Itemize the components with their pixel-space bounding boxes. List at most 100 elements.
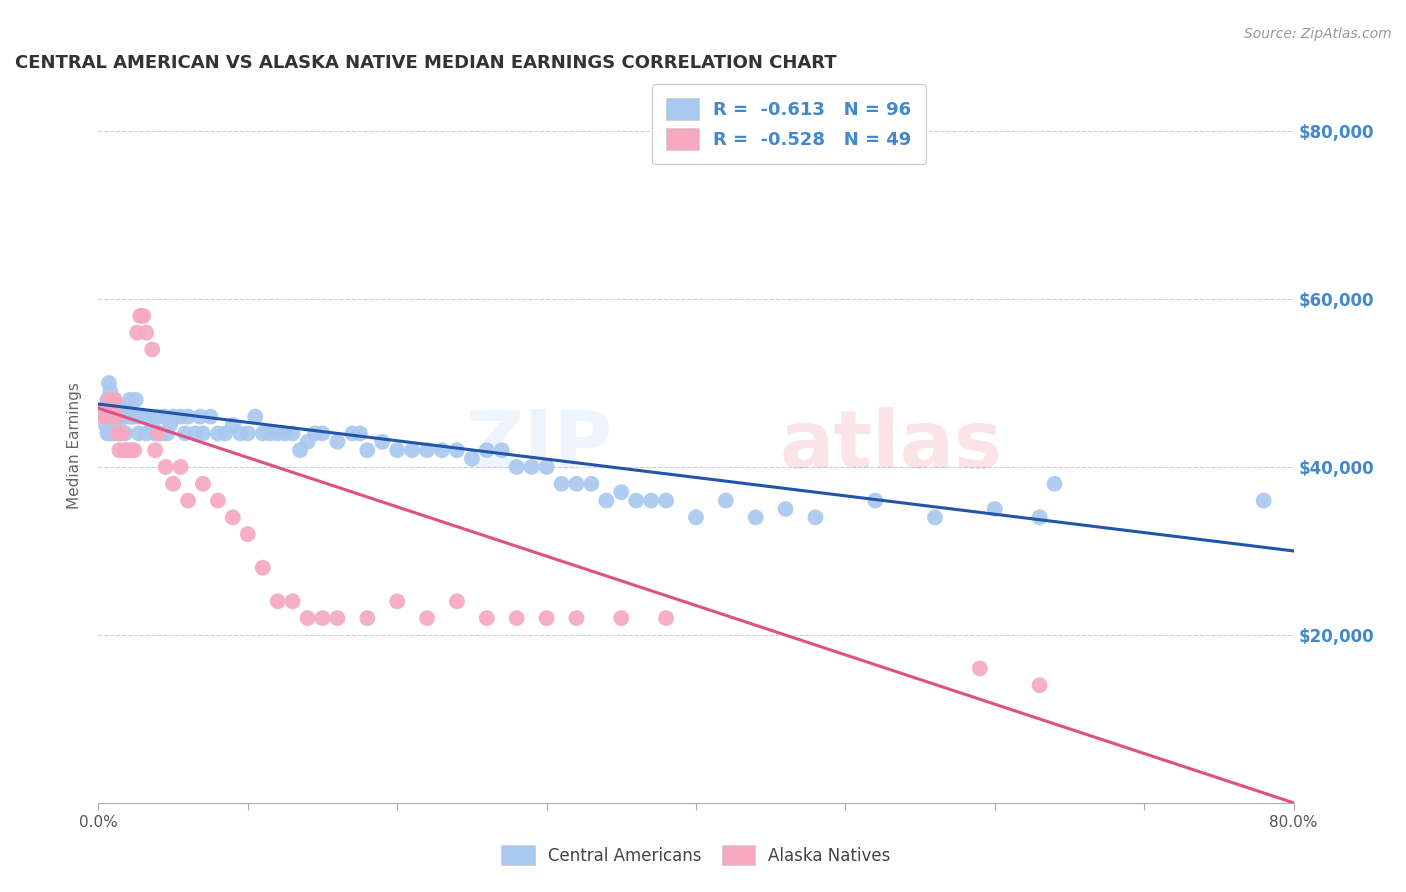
Point <box>94 401 117 416</box>
Point <box>775 502 797 516</box>
Point <box>96 409 118 424</box>
Point <box>162 476 184 491</box>
Point <box>97 392 120 407</box>
Point <box>118 392 141 407</box>
Point <box>117 443 139 458</box>
Point <box>148 409 170 424</box>
Point <box>141 417 163 432</box>
Point <box>169 460 191 475</box>
Point <box>94 401 117 416</box>
Text: Source: ZipAtlas.com: Source: ZipAtlas.com <box>1244 27 1392 41</box>
Point <box>105 409 128 424</box>
Point <box>114 426 136 441</box>
Point <box>311 611 333 625</box>
Point <box>156 426 179 441</box>
Point <box>506 611 529 625</box>
Point <box>188 409 211 424</box>
Point <box>128 426 150 441</box>
Point <box>1028 510 1050 524</box>
Point <box>506 460 529 475</box>
Point <box>297 434 319 449</box>
Point <box>155 460 177 475</box>
Point <box>267 594 290 608</box>
Point <box>125 392 148 407</box>
Point <box>93 409 115 424</box>
Point <box>110 409 132 424</box>
Point <box>536 611 558 625</box>
Point <box>191 476 214 491</box>
Point <box>385 443 409 458</box>
Point <box>96 392 118 407</box>
Point <box>924 510 946 524</box>
Point <box>200 409 222 424</box>
Point <box>169 409 191 424</box>
Point <box>475 611 498 625</box>
Point <box>714 493 737 508</box>
Point <box>143 426 166 441</box>
Point <box>349 426 371 441</box>
Point <box>127 326 149 340</box>
Point <box>610 611 633 625</box>
Point <box>107 426 129 441</box>
Point <box>356 611 378 625</box>
Point <box>103 409 125 424</box>
Point <box>141 343 163 357</box>
Point <box>416 443 439 458</box>
Point <box>595 493 617 508</box>
Point <box>259 426 281 441</box>
Point <box>207 493 229 508</box>
Point <box>94 417 117 432</box>
Point <box>1043 476 1066 491</box>
Point <box>745 510 768 524</box>
Point <box>565 611 588 625</box>
Point <box>174 426 197 441</box>
Point <box>245 409 267 424</box>
Point <box>159 417 181 432</box>
Point <box>103 426 125 441</box>
Point <box>111 426 134 441</box>
Text: ZIP: ZIP <box>465 407 613 485</box>
Point <box>969 661 991 675</box>
Point <box>148 426 170 441</box>
Point <box>274 426 297 441</box>
Point <box>640 493 662 508</box>
Point <box>150 426 173 441</box>
Point <box>326 434 349 449</box>
Text: atlas: atlas <box>779 407 1002 485</box>
Point <box>117 409 139 424</box>
Point <box>356 443 378 458</box>
Point <box>177 493 200 508</box>
Point <box>385 594 409 608</box>
Point <box>138 409 160 424</box>
Point <box>342 426 364 441</box>
Point <box>132 309 155 323</box>
Point <box>153 409 176 424</box>
Point <box>191 426 214 441</box>
Point <box>804 510 827 524</box>
Point <box>100 409 122 424</box>
Point <box>281 594 304 608</box>
Point <box>143 443 166 458</box>
Point <box>236 527 259 541</box>
Point <box>685 510 707 524</box>
Point <box>135 326 157 340</box>
Point <box>581 476 603 491</box>
Point <box>229 426 252 441</box>
Point <box>135 426 157 441</box>
Point <box>655 493 678 508</box>
Point <box>101 401 124 416</box>
Point <box>565 476 588 491</box>
Point <box>104 392 127 407</box>
Point <box>129 309 152 323</box>
Point <box>162 409 184 424</box>
Point <box>401 443 423 458</box>
Point <box>446 594 468 608</box>
Point <box>111 401 134 416</box>
Point <box>120 409 142 424</box>
Point <box>288 443 311 458</box>
Point <box>97 409 120 424</box>
Point <box>550 476 572 491</box>
Point <box>177 409 200 424</box>
Point <box>96 426 118 441</box>
Point <box>97 376 120 390</box>
